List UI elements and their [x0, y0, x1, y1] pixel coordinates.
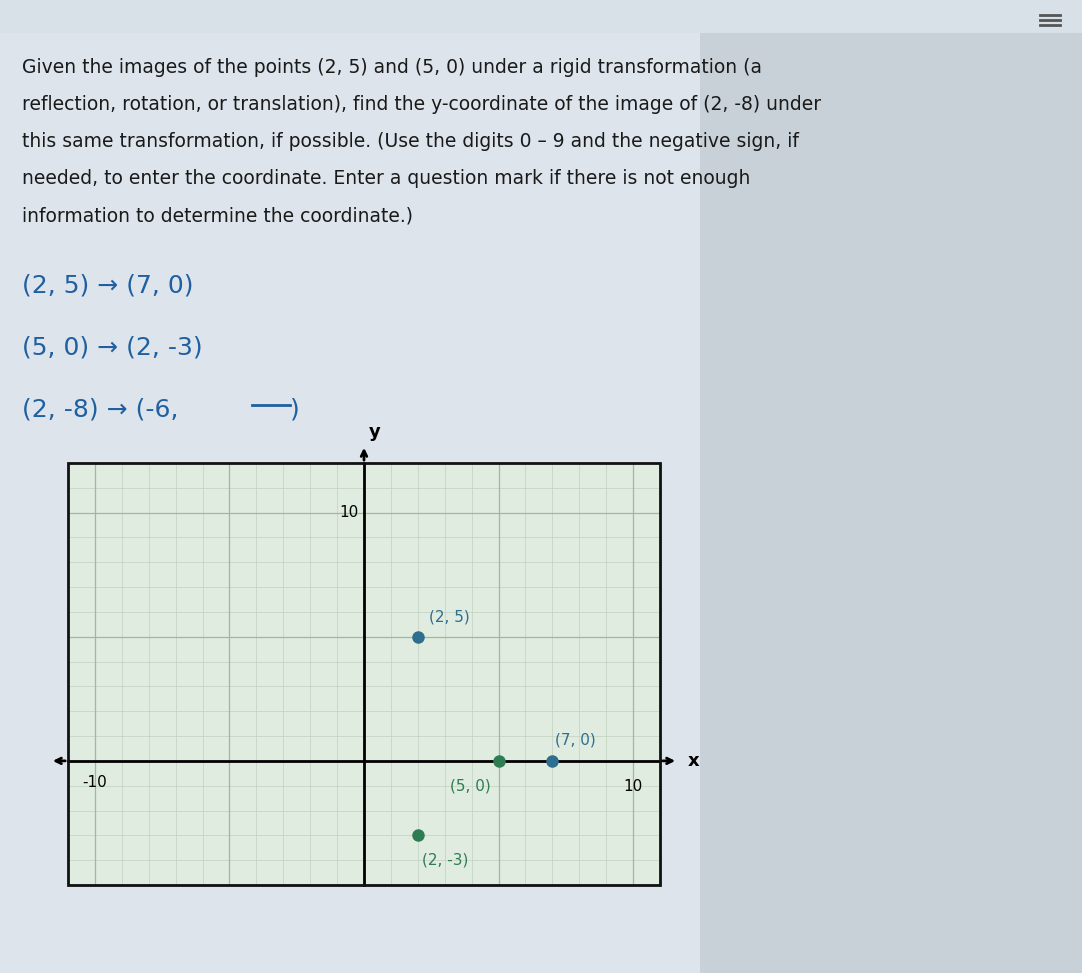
Text: 10: 10 — [340, 505, 359, 521]
Text: information to determine the coordinate.): information to determine the coordinate.… — [22, 206, 413, 225]
Text: (2, -3): (2, -3) — [422, 852, 469, 868]
Text: Given the images of the points (2, 5) and (5, 0) under a rigid transformation (a: Given the images of the points (2, 5) an… — [22, 58, 762, 77]
Bar — [68, 463, 660, 885]
Text: this same transformation, if possible. (Use the digits 0 – 9 and the negative si: this same transformation, if possible. (… — [22, 132, 799, 151]
Text: -10: -10 — [82, 775, 107, 790]
Text: (2, 5) → (7, 0): (2, 5) → (7, 0) — [22, 273, 194, 297]
Text: x: x — [688, 752, 700, 770]
Text: (2, -8) → (-6,: (2, -8) → (-6, — [22, 398, 186, 422]
Text: (7, 0): (7, 0) — [555, 733, 596, 747]
FancyBboxPatch shape — [700, 0, 1082, 973]
Text: 10: 10 — [623, 778, 643, 794]
Text: (2, 5): (2, 5) — [428, 609, 470, 625]
FancyBboxPatch shape — [0, 0, 1082, 33]
Bar — [68, 463, 660, 885]
Text: ): ) — [290, 398, 300, 422]
Text: needed, to enter the coordinate. Enter a question mark if there is not enough: needed, to enter the coordinate. Enter a… — [22, 169, 751, 188]
Text: (5, 0): (5, 0) — [450, 778, 491, 793]
Text: y: y — [369, 423, 381, 441]
FancyBboxPatch shape — [0, 0, 700, 973]
Text: (5, 0) → (2, -3): (5, 0) → (2, -3) — [22, 335, 202, 359]
Text: reflection, rotation, or translation), find the y-coordinate of the image of (2,: reflection, rotation, or translation), f… — [22, 95, 821, 114]
